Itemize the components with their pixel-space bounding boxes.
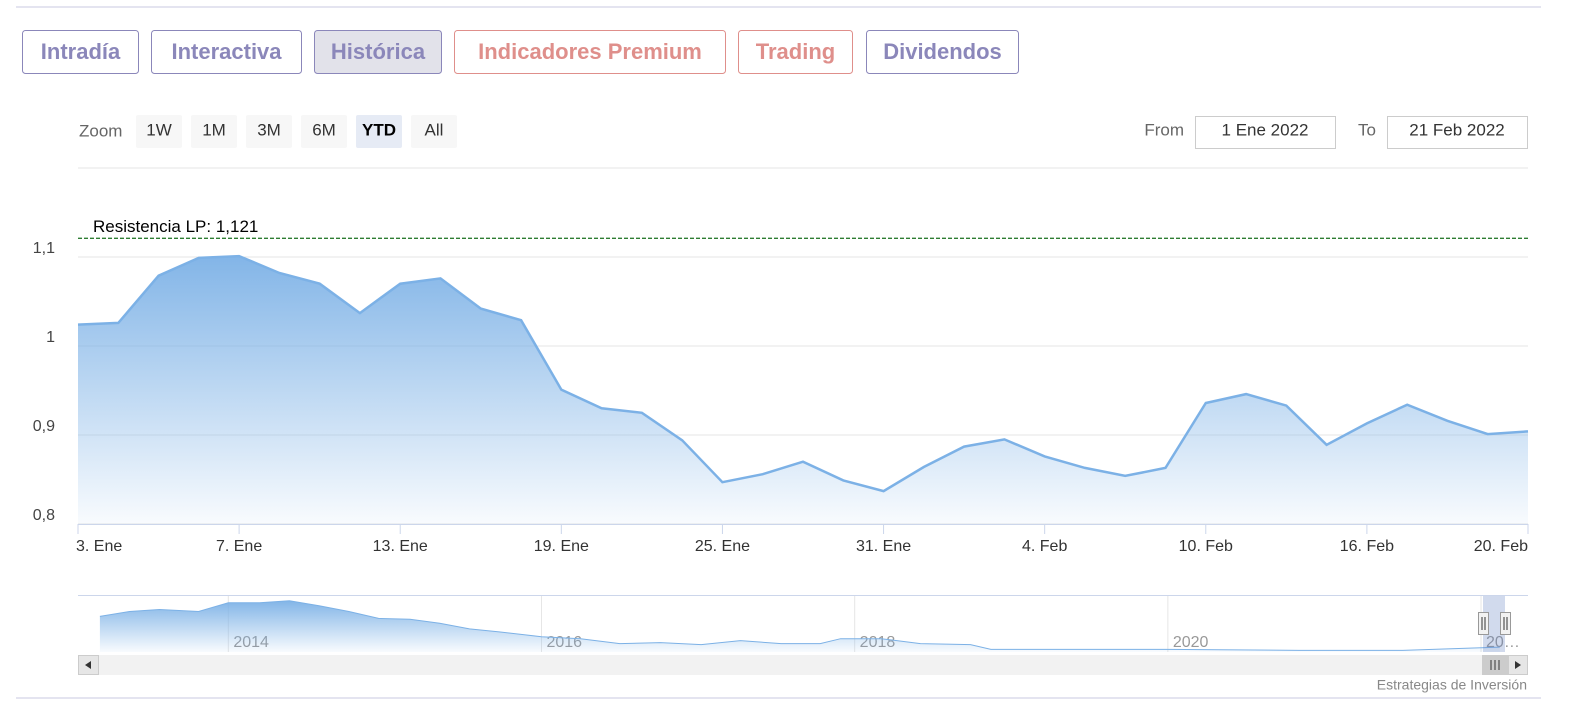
- zoom-label: Zoom: [79, 121, 122, 140]
- zoom-button[interactable]: [136, 115, 182, 148]
- zoom-button-label[interactable]: 1M: [202, 120, 226, 139]
- navigator-area: [99, 600, 1500, 652]
- area: [78, 256, 1528, 524]
- from-value[interactable]: 1 Ene 2022: [1222, 120, 1309, 139]
- y-tick-label: 0,8: [33, 507, 55, 524]
- scrollbar-arrow: [1515, 661, 1521, 669]
- plot-line-label: Resistencia LP: 1,121: [93, 217, 258, 236]
- tab-label[interactable]: Histórica: [331, 39, 426, 64]
- tab[interactable]: [151, 30, 302, 74]
- navigator-line: [99, 600, 1500, 651]
- tab[interactable]: [314, 30, 442, 74]
- tab-label[interactable]: Dividendos: [883, 39, 1002, 64]
- zoom-button-label[interactable]: 6M: [312, 120, 336, 139]
- tab[interactable]: [22, 30, 139, 74]
- zoom-button[interactable]: [246, 115, 292, 148]
- zoom-button[interactable]: [356, 115, 402, 148]
- tab-label[interactable]: Indicadores Premium: [478, 39, 702, 64]
- x-tick-label: 25. Ene: [695, 538, 750, 555]
- tab[interactable]: [454, 30, 726, 74]
- line: [77, 254, 1529, 493]
- x-tick-label: 16. Feb: [1340, 538, 1394, 555]
- tab-label[interactable]: Intradía: [41, 39, 121, 64]
- navigator-tick-label: 2020: [1173, 634, 1209, 651]
- to-value[interactable]: 21 Feb 2022: [1409, 120, 1504, 139]
- zoom-button-label[interactable]: All: [425, 120, 444, 139]
- navigator-mask[interactable]: [1483, 596, 1505, 652]
- y-tick-label: 1: [46, 329, 55, 346]
- x-tick-label: 4. Feb: [1022, 538, 1067, 555]
- tab[interactable]: [866, 30, 1019, 74]
- from-input[interactable]: [1195, 116, 1336, 149]
- x-tick-label: 19. Ene: [534, 538, 589, 555]
- x-tick-label: 7. Ene: [216, 538, 262, 555]
- zoom-button-label[interactable]: 1W: [146, 120, 172, 139]
- y-tick-label: 0,9: [33, 418, 55, 435]
- x-tick-label: 31. Ene: [856, 538, 911, 555]
- x-tick-label: 10. Feb: [1179, 538, 1233, 555]
- tab[interactable]: [738, 30, 853, 74]
- zoom-button-label[interactable]: YTD: [362, 120, 396, 139]
- x-tick-label: 20. Feb: [1474, 538, 1528, 555]
- credits: Estrategias de Inversión: [1377, 677, 1527, 693]
- x-tick-label: 3. Ene: [76, 538, 122, 555]
- zoom-button[interactable]: [411, 115, 457, 148]
- tab-label[interactable]: Interactiva: [171, 39, 282, 64]
- navigator-handle[interactable]: [1500, 612, 1511, 635]
- scrollbar-arrow: [85, 661, 91, 669]
- zoom-button-label[interactable]: 3M: [257, 120, 281, 139]
- to-input[interactable]: [1387, 116, 1528, 149]
- from-label: From: [1144, 120, 1184, 139]
- navigator-handle[interactable]: [1478, 612, 1489, 635]
- y-tick-label: 1,1: [33, 240, 55, 257]
- zoom-button[interactable]: [301, 115, 347, 148]
- zoom-button[interactable]: [191, 115, 237, 148]
- to-label: To: [1358, 120, 1376, 139]
- scrollbar-track[interactable]: [78, 655, 1528, 675]
- tab-label[interactable]: Trading: [756, 39, 835, 64]
- x-tick-label: 13. Ene: [373, 538, 428, 555]
